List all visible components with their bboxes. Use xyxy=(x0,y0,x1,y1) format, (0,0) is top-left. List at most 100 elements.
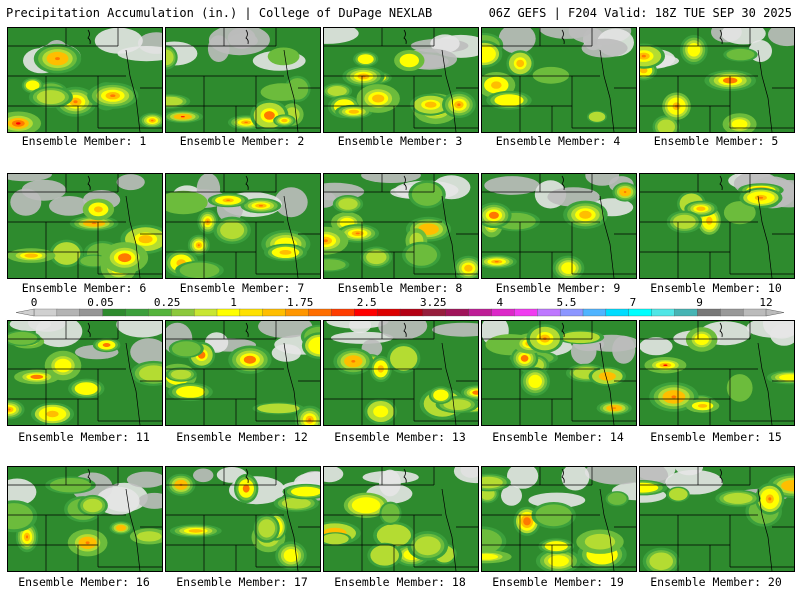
member-caption: Ensemble Member: 18 xyxy=(334,575,466,589)
ensemble-member-map xyxy=(7,320,163,426)
ensemble-member-map xyxy=(165,320,321,426)
member-caption: Ensemble Member: 15 xyxy=(650,430,782,444)
precip-field xyxy=(8,174,162,278)
colorbar-tick-label: 12 xyxy=(759,297,772,309)
precip-field xyxy=(640,321,794,425)
ensemble-member-map xyxy=(639,27,795,133)
member-caption: Ensemble Member: 20 xyxy=(650,575,782,589)
colorbar-swatch xyxy=(742,308,767,317)
run-valid-time: 06Z GEFS | F204 Valid: 18Z TUE SEP 30 20… xyxy=(488,6,792,20)
ensemble-member-map xyxy=(323,320,479,426)
colorbar-tick-label: 4 xyxy=(496,297,503,309)
ensemble-member-map xyxy=(481,173,637,279)
colorbar-min-arrow xyxy=(15,308,35,317)
precip-field xyxy=(8,28,162,132)
member-caption: Ensemble Member: 13 xyxy=(334,430,466,444)
precip-field xyxy=(640,467,794,571)
precip-field xyxy=(640,28,794,132)
colorbar-tick-label: 7 xyxy=(630,297,637,309)
ensemble-member-map xyxy=(7,173,163,279)
member-caption: Ensemble Member: 1 xyxy=(21,134,147,148)
member-caption: Ensemble Member: 8 xyxy=(337,281,463,295)
ensemble-member-map xyxy=(323,466,479,572)
precip-field xyxy=(324,321,478,425)
colorbar-swatch xyxy=(285,308,309,317)
ensemble-member-map xyxy=(481,466,637,572)
ensemble-member-map xyxy=(165,27,321,133)
precip-colorbar: 0 0.05 0.25 1 1.75 2.5 3.25 4 5.5 7 9 12 xyxy=(15,297,785,317)
colorbar-swatch xyxy=(376,308,401,317)
precip-field xyxy=(166,28,320,132)
member-caption: Ensemble Member: 5 xyxy=(653,134,779,148)
colorbar-swatch xyxy=(422,308,447,317)
ensemble-member-map xyxy=(323,173,479,279)
colorbar-swatch xyxy=(651,308,675,317)
colorbar-tick-label: 0 xyxy=(31,297,38,309)
colorbar-swatch xyxy=(514,308,538,317)
colorbar-swatch xyxy=(193,308,218,317)
member-caption: Ensemble Member: 4 xyxy=(495,134,621,148)
ensemble-member-map xyxy=(481,27,637,133)
member-caption: Ensemble Member: 11 xyxy=(18,430,150,444)
colorbar-max-arrow xyxy=(765,308,785,317)
precip-field xyxy=(640,174,794,278)
member-caption: Ensemble Member: 19 xyxy=(492,575,624,589)
colorbar-tick-label: 9 xyxy=(696,297,703,309)
precip-field xyxy=(8,321,162,425)
colorbar-swatch xyxy=(399,308,424,317)
member-caption: Ensemble Member: 10 xyxy=(650,281,782,295)
ensemble-member-map xyxy=(639,173,795,279)
member-caption: Ensemble Member: 6 xyxy=(21,281,147,295)
colorbar-swatch xyxy=(559,308,584,317)
colorbar-swatch xyxy=(79,308,104,317)
ensemble-member-map xyxy=(165,173,321,279)
precip-field xyxy=(482,467,636,571)
precip-field xyxy=(324,28,478,132)
colorbar-swatch xyxy=(628,308,653,317)
colorbar-swatch xyxy=(56,308,81,317)
colorbar-swatch xyxy=(148,308,172,317)
member-caption: Ensemble Member: 17 xyxy=(176,575,308,589)
precip-field xyxy=(482,28,636,132)
ensemble-member-map xyxy=(165,466,321,572)
colorbar-swatch xyxy=(445,308,470,317)
colorbar-tick-label: 3.25 xyxy=(420,297,447,309)
member-caption: Ensemble Member: 14 xyxy=(492,430,624,444)
precip-field xyxy=(324,467,478,571)
colorbar-swatch xyxy=(239,308,264,317)
precip-field xyxy=(166,174,320,278)
colorbar-swatch xyxy=(697,308,721,317)
ensemble-member-map xyxy=(7,27,163,133)
colorbar-swatch xyxy=(331,308,355,317)
colorbar-swatch xyxy=(605,308,630,317)
colorbar-swatch xyxy=(491,308,515,317)
map-title: Precipitation Accumulation (in.) | Colle… xyxy=(6,6,433,20)
colorbar-swatch xyxy=(125,308,149,317)
ensemble-member-map xyxy=(481,320,637,426)
colorbar-tick-label: 0.05 xyxy=(87,297,114,309)
colorbar-swatch xyxy=(468,308,492,317)
precip-field xyxy=(8,467,162,571)
precip-field xyxy=(166,321,320,425)
colorbar-swatch xyxy=(308,308,332,317)
colorbar-swatch xyxy=(171,308,195,317)
ensemble-member-map xyxy=(7,466,163,572)
colorbar-swatch xyxy=(33,308,58,317)
member-caption: Ensemble Member: 16 xyxy=(18,575,150,589)
colorbar-swatch xyxy=(537,308,561,317)
precip-field xyxy=(482,321,636,425)
precip-field xyxy=(324,174,478,278)
colorbar-swatch xyxy=(582,308,607,317)
colorbar-swatch xyxy=(354,308,378,317)
member-caption: Ensemble Member: 12 xyxy=(176,430,308,444)
colorbar-swatch xyxy=(720,308,744,317)
ensemble-member-map xyxy=(639,466,795,572)
precip-field xyxy=(166,467,320,571)
colorbar-swatch xyxy=(216,308,241,317)
ensemble-member-map xyxy=(323,27,479,133)
colorbar-swatch xyxy=(674,308,698,317)
precip-field xyxy=(482,174,636,278)
colorbar-swatch xyxy=(102,308,126,317)
member-caption: Ensemble Member: 3 xyxy=(337,134,463,148)
colorbar-tick-label: 1 xyxy=(230,297,237,309)
